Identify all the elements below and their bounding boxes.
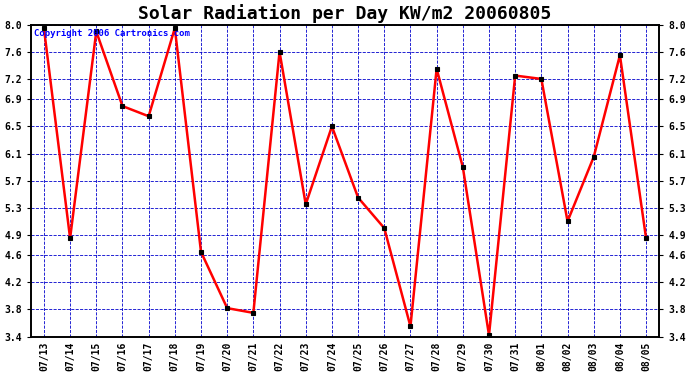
Title: Solar Radiation per Day KW/m2 20060805: Solar Radiation per Day KW/m2 20060805 (139, 4, 551, 23)
Text: Copyright 2006 Cartronics.com: Copyright 2006 Cartronics.com (34, 29, 190, 38)
